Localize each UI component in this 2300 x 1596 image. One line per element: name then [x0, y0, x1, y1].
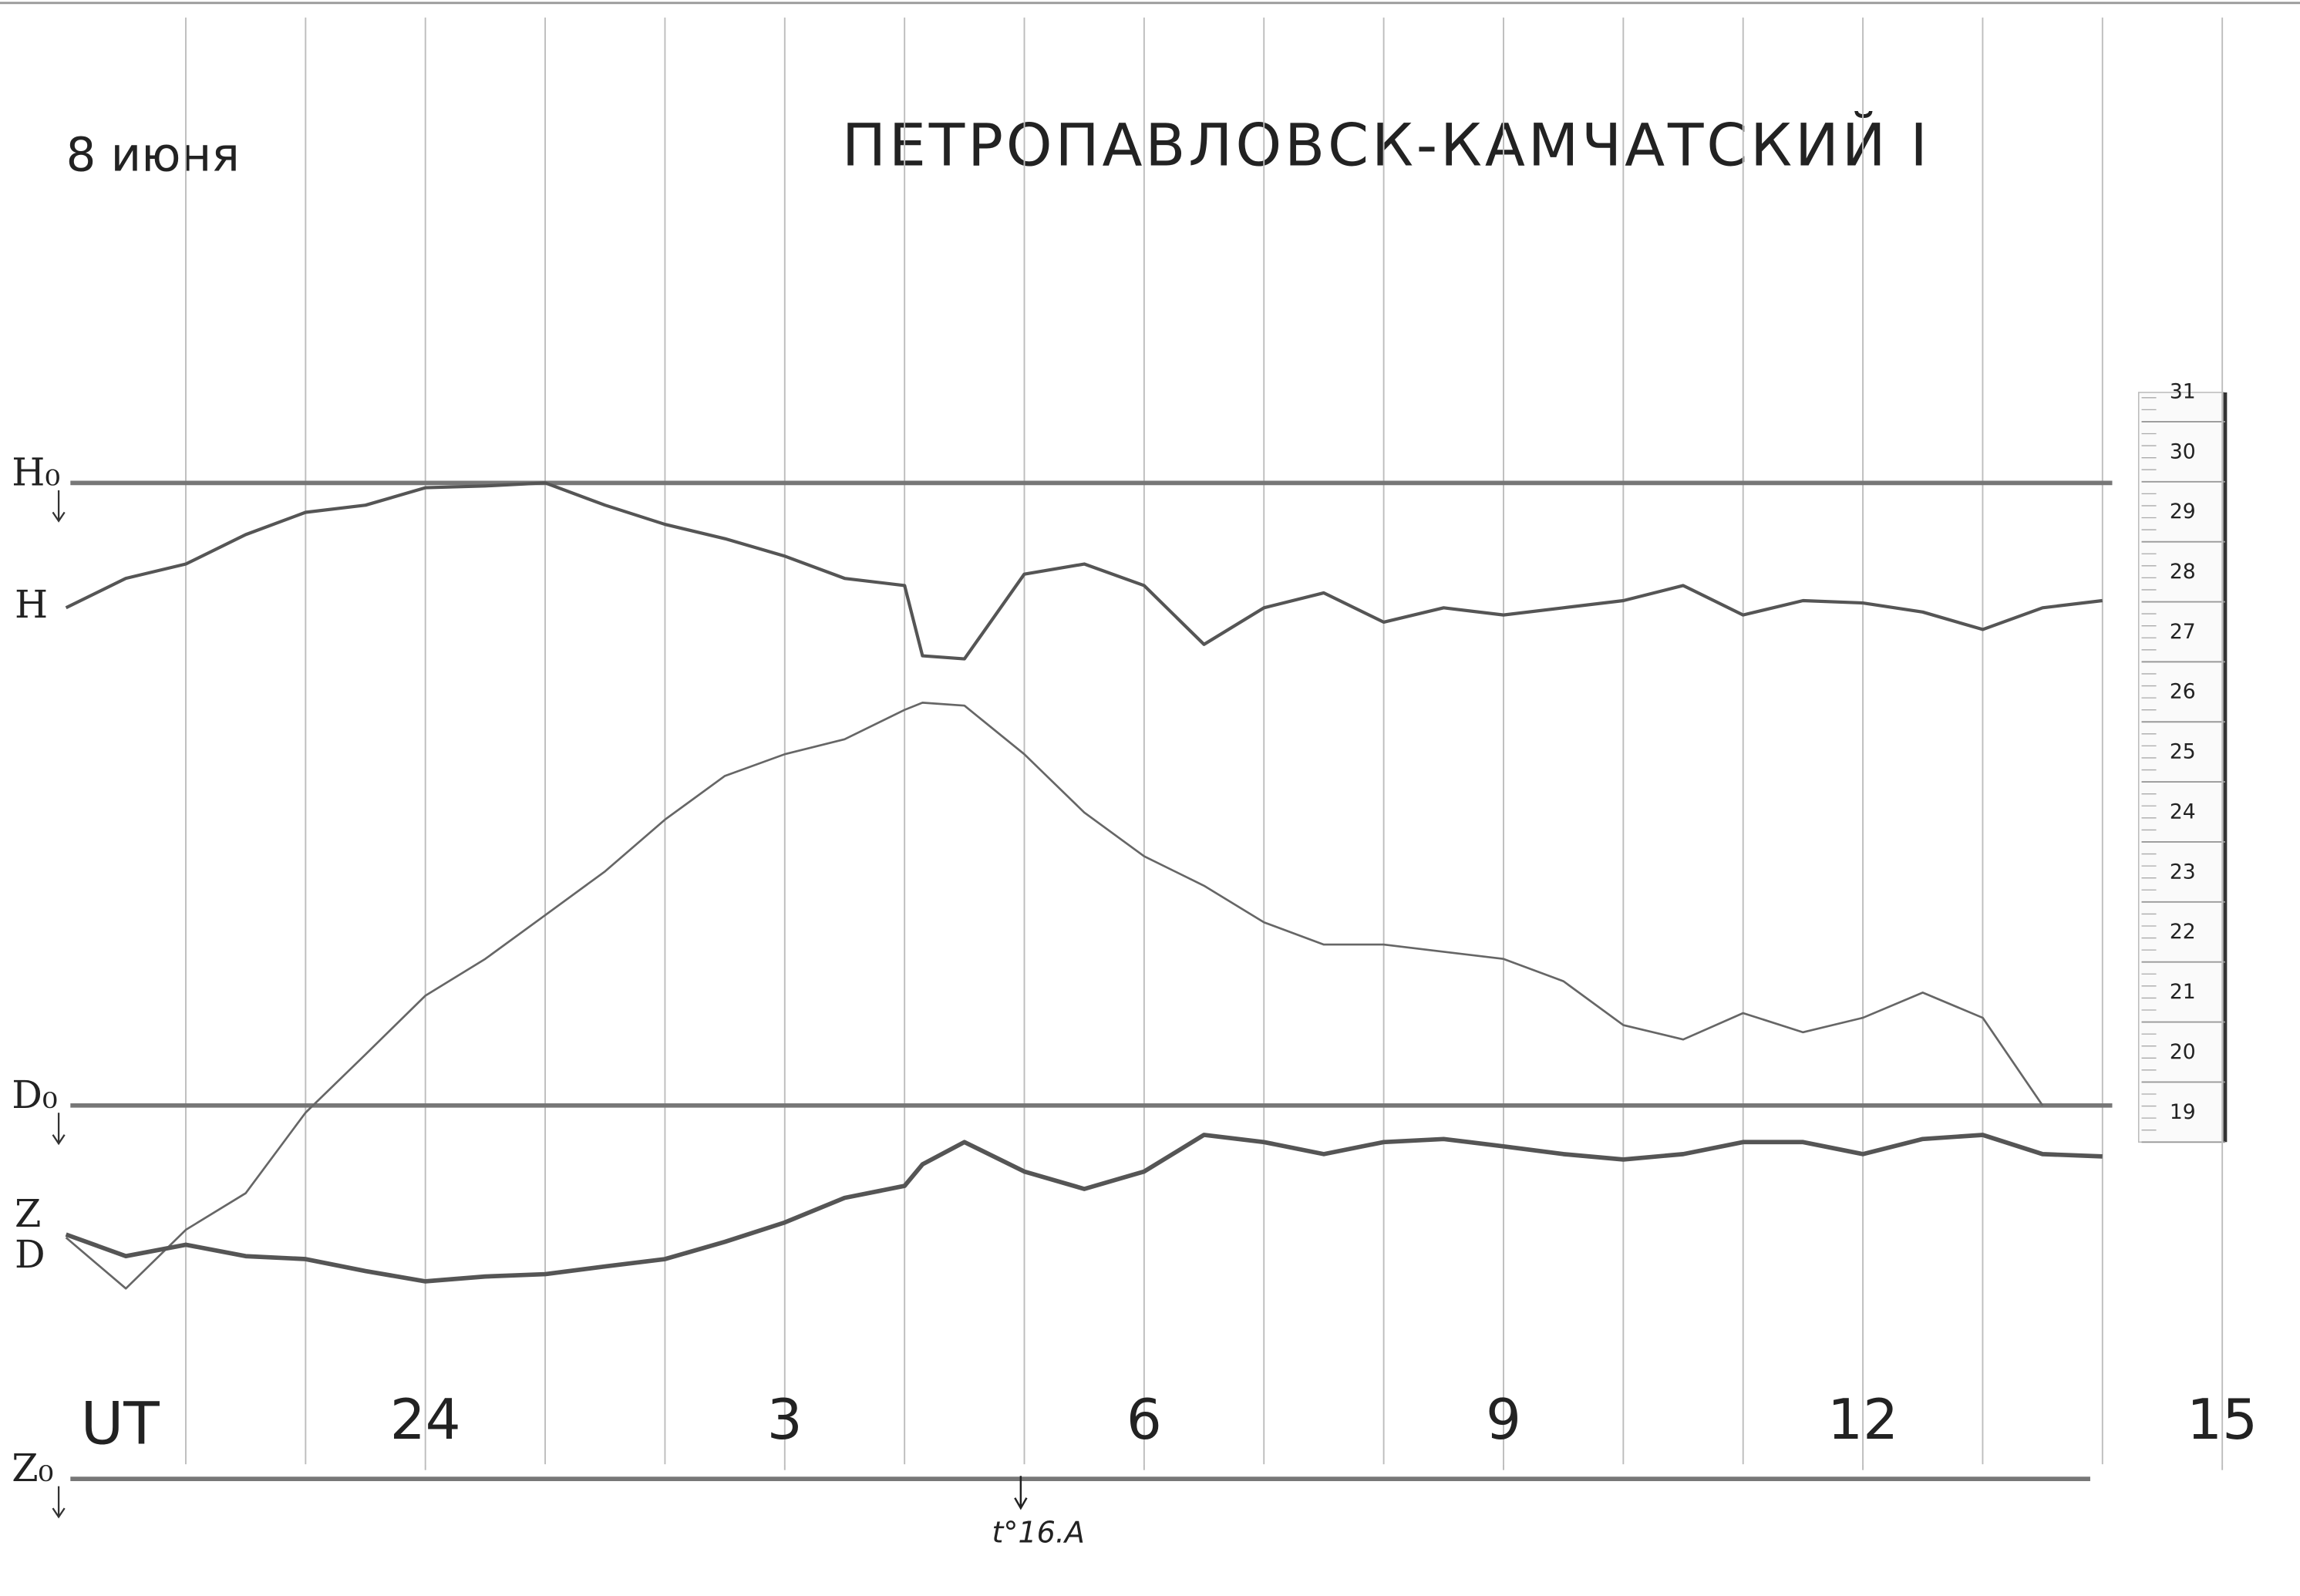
trace-label: D: [15, 1232, 45, 1277]
ruler-label: 19: [2170, 1100, 2196, 1124]
trace: [65, 481, 2103, 661]
trace-label: Z: [15, 1191, 41, 1236]
date-label: 8 июня: [66, 129, 240, 183]
scale-ruler: 19 20 21 22 23 24 25 26 27 28 29 30 31: [2137, 379, 2228, 1143]
ruler-label: 20: [2170, 1040, 2196, 1064]
ruler-label: 26: [2170, 680, 2196, 704]
annotation: t°16.A: [992, 1516, 1084, 1550]
x-tick-label: 15: [2187, 1388, 2258, 1453]
ruler-label: 29: [2170, 500, 2196, 524]
annotation-arrow: [1014, 1476, 1028, 1510]
ruler-label: 21: [2170, 980, 2196, 1004]
ruler-label: 31: [2170, 379, 2196, 403]
x-tick-label: 3: [767, 1388, 803, 1453]
ruler-label: 28: [2170, 560, 2196, 584]
ruler-label: 30: [2170, 439, 2196, 463]
ruler-label: 23: [2170, 860, 2196, 884]
chart-title: ПЕТРОПАВЛОВСК-КАМЧАТСКИЙ I: [842, 110, 1931, 180]
ruler-label: 22: [2170, 920, 2196, 944]
baseline-arrow: [52, 1113, 66, 1146]
baseline-arrow: [52, 490, 66, 523]
x-axis-label: UT: [81, 1389, 160, 1458]
x-tick-label: 9: [1486, 1388, 1521, 1453]
ruler-label: 27: [2170, 620, 2196, 644]
x-tick-label: 24: [390, 1388, 461, 1453]
x-tick-label: 6: [1126, 1388, 1162, 1453]
trace-label: H: [15, 582, 48, 627]
x-tick-label: 12: [1827, 1388, 1898, 1453]
trace: [65, 702, 2044, 1290]
baseline-arrow: [52, 1486, 66, 1519]
baseline-label: D₀: [12, 1072, 57, 1117]
ruler-label: 24: [2170, 800, 2196, 824]
baseline-label: H₀: [12, 450, 60, 494]
trace: [65, 1133, 2103, 1284]
baseline-label: Z₀: [12, 1446, 53, 1490]
ruler-label: 25: [2170, 740, 2196, 764]
